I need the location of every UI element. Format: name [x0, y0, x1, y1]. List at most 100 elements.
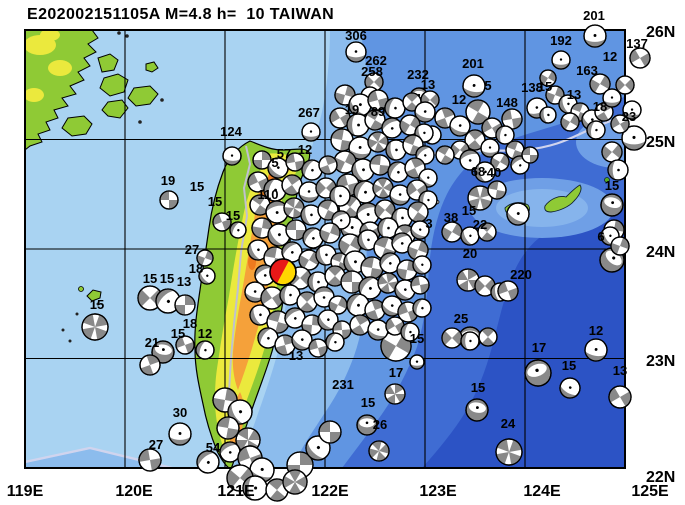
beachball: [81, 313, 109, 341]
beachball: [495, 125, 515, 145]
event-label: 192: [550, 33, 572, 48]
event-label: 26: [373, 417, 387, 432]
beachball: [360, 256, 384, 280]
beachball: [367, 89, 389, 111]
event-label: 54: [206, 440, 221, 455]
grid-lines: [25, 30, 625, 468]
beachball: [285, 152, 305, 172]
beachball: [400, 322, 420, 342]
beachball: [459, 149, 481, 171]
beachball: [521, 146, 539, 164]
beachball: [174, 294, 196, 316]
event-label: 27: [149, 437, 163, 452]
beachball: [319, 222, 341, 244]
beachball: [501, 108, 523, 130]
beachball: [247, 239, 269, 261]
event-label: 17: [389, 365, 403, 380]
beachball: [434, 107, 456, 129]
beachball: [357, 229, 379, 251]
land-china: [25, 30, 164, 151]
axis-labels: 119E 120E 121E 122E 123E 124E 125E 26N 25N 24N 23N…: [7, 24, 676, 500]
beachball: [296, 291, 318, 313]
beachball: [385, 316, 405, 336]
beachball: [324, 265, 346, 287]
beachball: [412, 255, 432, 275]
event-label: 20: [463, 246, 477, 261]
event-label: 22: [473, 217, 487, 232]
beachball: [524, 359, 552, 387]
event-label: 27: [185, 242, 199, 257]
event-label: 138: [521, 80, 543, 95]
beachball: [340, 270, 364, 294]
beachball: [490, 152, 510, 172]
event-label: 68: [471, 164, 485, 179]
beachball: [301, 314, 323, 336]
event-label: 15: [605, 178, 619, 193]
beachball: [298, 181, 320, 203]
map-title: E202002151105A M=4.8 h= 10 TAIWAN: [27, 6, 335, 23]
beachball: [251, 217, 273, 239]
event-label: 15: [361, 395, 375, 410]
beachball: [407, 239, 429, 261]
longitude-label: 124E: [523, 483, 561, 500]
beachball: [462, 74, 486, 98]
beachball: [589, 73, 611, 95]
event-label: 18: [189, 261, 203, 276]
event-label: 262: [365, 53, 387, 68]
beachball: [551, 50, 571, 70]
event-label: 12: [603, 49, 617, 64]
beachball: [487, 180, 507, 200]
beachball: [506, 202, 530, 226]
beachball: [389, 184, 411, 206]
event-label: 17: [532, 340, 546, 355]
event-label: 18: [183, 316, 197, 331]
beachball: [441, 221, 463, 243]
event-label: 258: [361, 64, 383, 79]
beachball: [391, 232, 413, 254]
latitude-label: 24N: [646, 244, 675, 261]
beachball: [318, 420, 342, 444]
longitude-label: 119E: [7, 483, 44, 500]
event-label: 220: [510, 267, 532, 282]
event-label: 13: [289, 348, 303, 363]
event-label: 38: [444, 210, 458, 225]
beachball: [384, 383, 406, 405]
beachball: [348, 136, 372, 160]
beachball: [607, 159, 629, 181]
beachball: [384, 97, 406, 119]
beachball: [301, 122, 321, 142]
beachball: [260, 286, 284, 310]
beachball: [315, 177, 337, 199]
event-label: 232: [407, 67, 429, 82]
event-label: 15: [90, 297, 104, 312]
event-label: 23: [622, 109, 636, 124]
beachball: [229, 221, 247, 239]
beachball: [464, 129, 486, 151]
beachball: [409, 354, 425, 370]
beachball: [478, 327, 498, 347]
event-label: 15: [226, 208, 240, 223]
event-label: 13: [613, 363, 627, 378]
beachball: [222, 146, 242, 166]
beachball: [139, 354, 161, 376]
event-label: 89: [371, 104, 385, 119]
beachball: [601, 141, 623, 163]
event-label: 30: [173, 405, 187, 420]
beachball: [410, 220, 430, 240]
beachball: [385, 139, 407, 161]
beachball: [345, 41, 367, 63]
event-label: 15: [143, 271, 157, 286]
beachball: [368, 440, 390, 462]
beachball: [584, 338, 608, 362]
beachball: [559, 377, 581, 399]
beachball: [367, 131, 389, 153]
event-label: 15: [538, 79, 552, 94]
beachball: [387, 161, 409, 183]
event-label: 13: [421, 77, 435, 92]
beachball: [283, 197, 305, 219]
event-label: 15: [171, 326, 185, 341]
event-label: 15: [462, 203, 476, 218]
